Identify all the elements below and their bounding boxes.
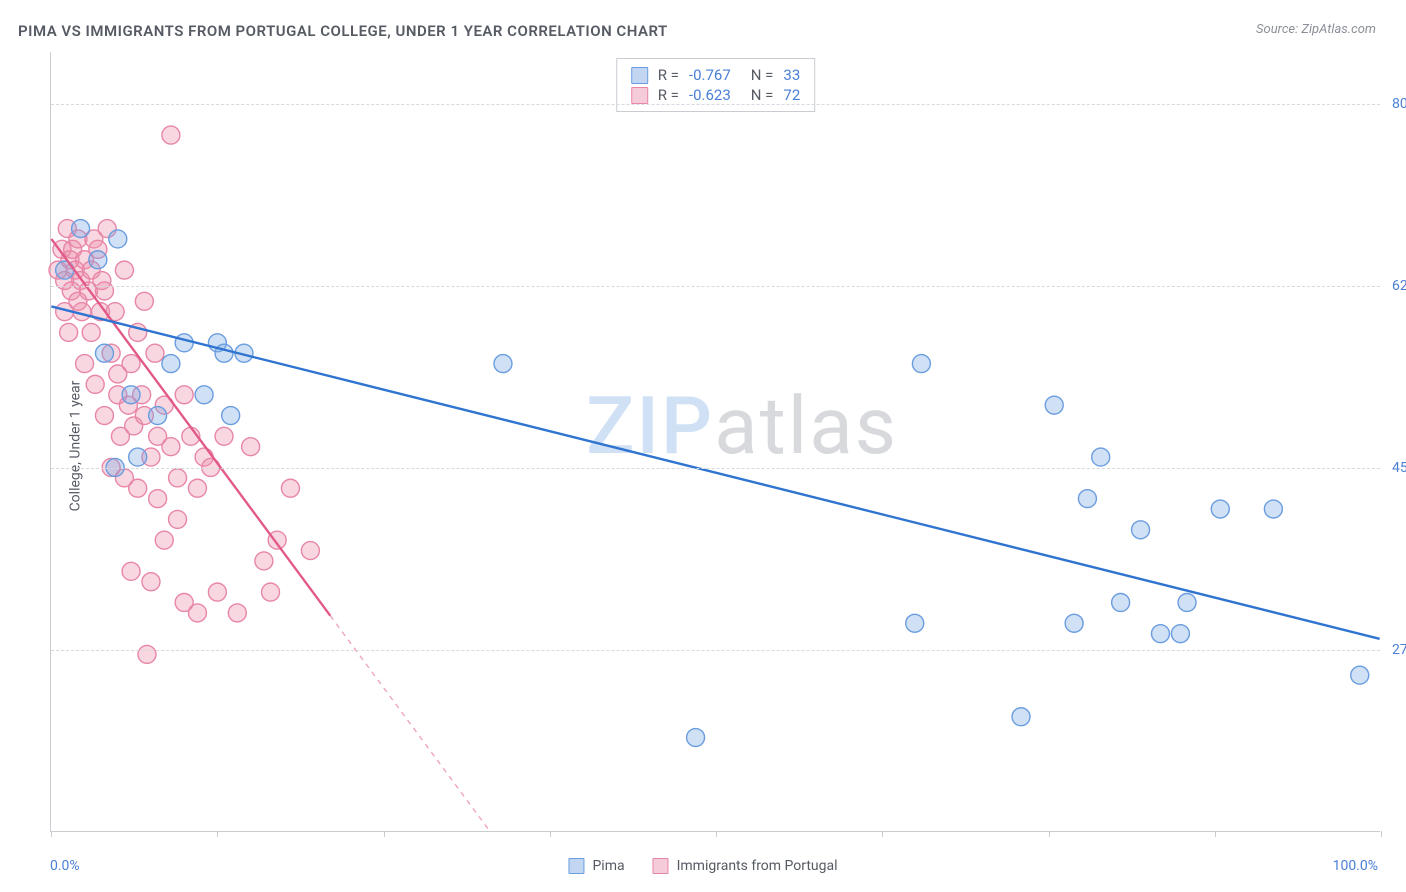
gridline [51, 104, 1380, 105]
swatch-pink-icon [631, 87, 648, 104]
stats-row-pima: R = -0.767 N = 33 [631, 65, 801, 85]
chart-source: Source: ZipAtlas.com [1256, 22, 1376, 37]
x-tick [1049, 831, 1050, 837]
x-axis-min-label: 0.0% [50, 858, 80, 874]
legend-label-portugal: Immigrants from Portugal [677, 858, 838, 874]
x-tick [716, 831, 717, 837]
gridline [51, 286, 1380, 287]
scatter-svg [51, 52, 1380, 831]
legend-item-pima: Pima [568, 858, 624, 874]
y-tick-label: 45.0% [1384, 460, 1406, 476]
x-tick [384, 831, 385, 837]
legend-item-portugal: Immigrants from Portugal [653, 858, 838, 874]
swatch-pink-icon [653, 858, 669, 874]
r-label: R = [658, 86, 679, 104]
r-label: R = [658, 66, 679, 84]
legend-label-pima: Pima [592, 858, 624, 874]
stats-row-portugal: R = -0.623 N = 72 [631, 85, 801, 105]
gridline [51, 650, 1380, 651]
gridline [51, 468, 1380, 469]
x-tick [882, 831, 883, 837]
x-tick [217, 831, 218, 837]
y-tick-label: 27.5% [1384, 642, 1406, 658]
y-tick-label: 62.5% [1384, 278, 1406, 294]
swatch-blue-icon [568, 858, 584, 874]
x-axis-max-label: 100.0% [1333, 858, 1378, 874]
pima-n-value: 33 [783, 66, 800, 84]
correlation-chart: PIMA VS IMMIGRANTS FROM PORTUGAL COLLEGE… [0, 0, 1406, 892]
x-tick [550, 831, 551, 837]
y-tick-label: 80.0% [1384, 96, 1406, 112]
n-label: N = [751, 86, 774, 104]
plot-area: ZIPatlas R = -0.767 N = 33 R = -0.623 N … [50, 52, 1380, 832]
chart-title: PIMA VS IMMIGRANTS FROM PORTUGAL COLLEGE… [18, 22, 668, 40]
portugal-r-value: -0.623 [689, 86, 731, 104]
x-tick [1215, 831, 1216, 837]
pima-r-value: -0.767 [689, 66, 731, 84]
n-label: N = [751, 66, 774, 84]
x-tick [1381, 831, 1382, 837]
portugal-n-value: 72 [783, 86, 800, 104]
swatch-blue-icon [631, 67, 648, 84]
x-tick [51, 831, 52, 837]
series-legend: Pima Immigrants from Portugal [568, 858, 837, 874]
